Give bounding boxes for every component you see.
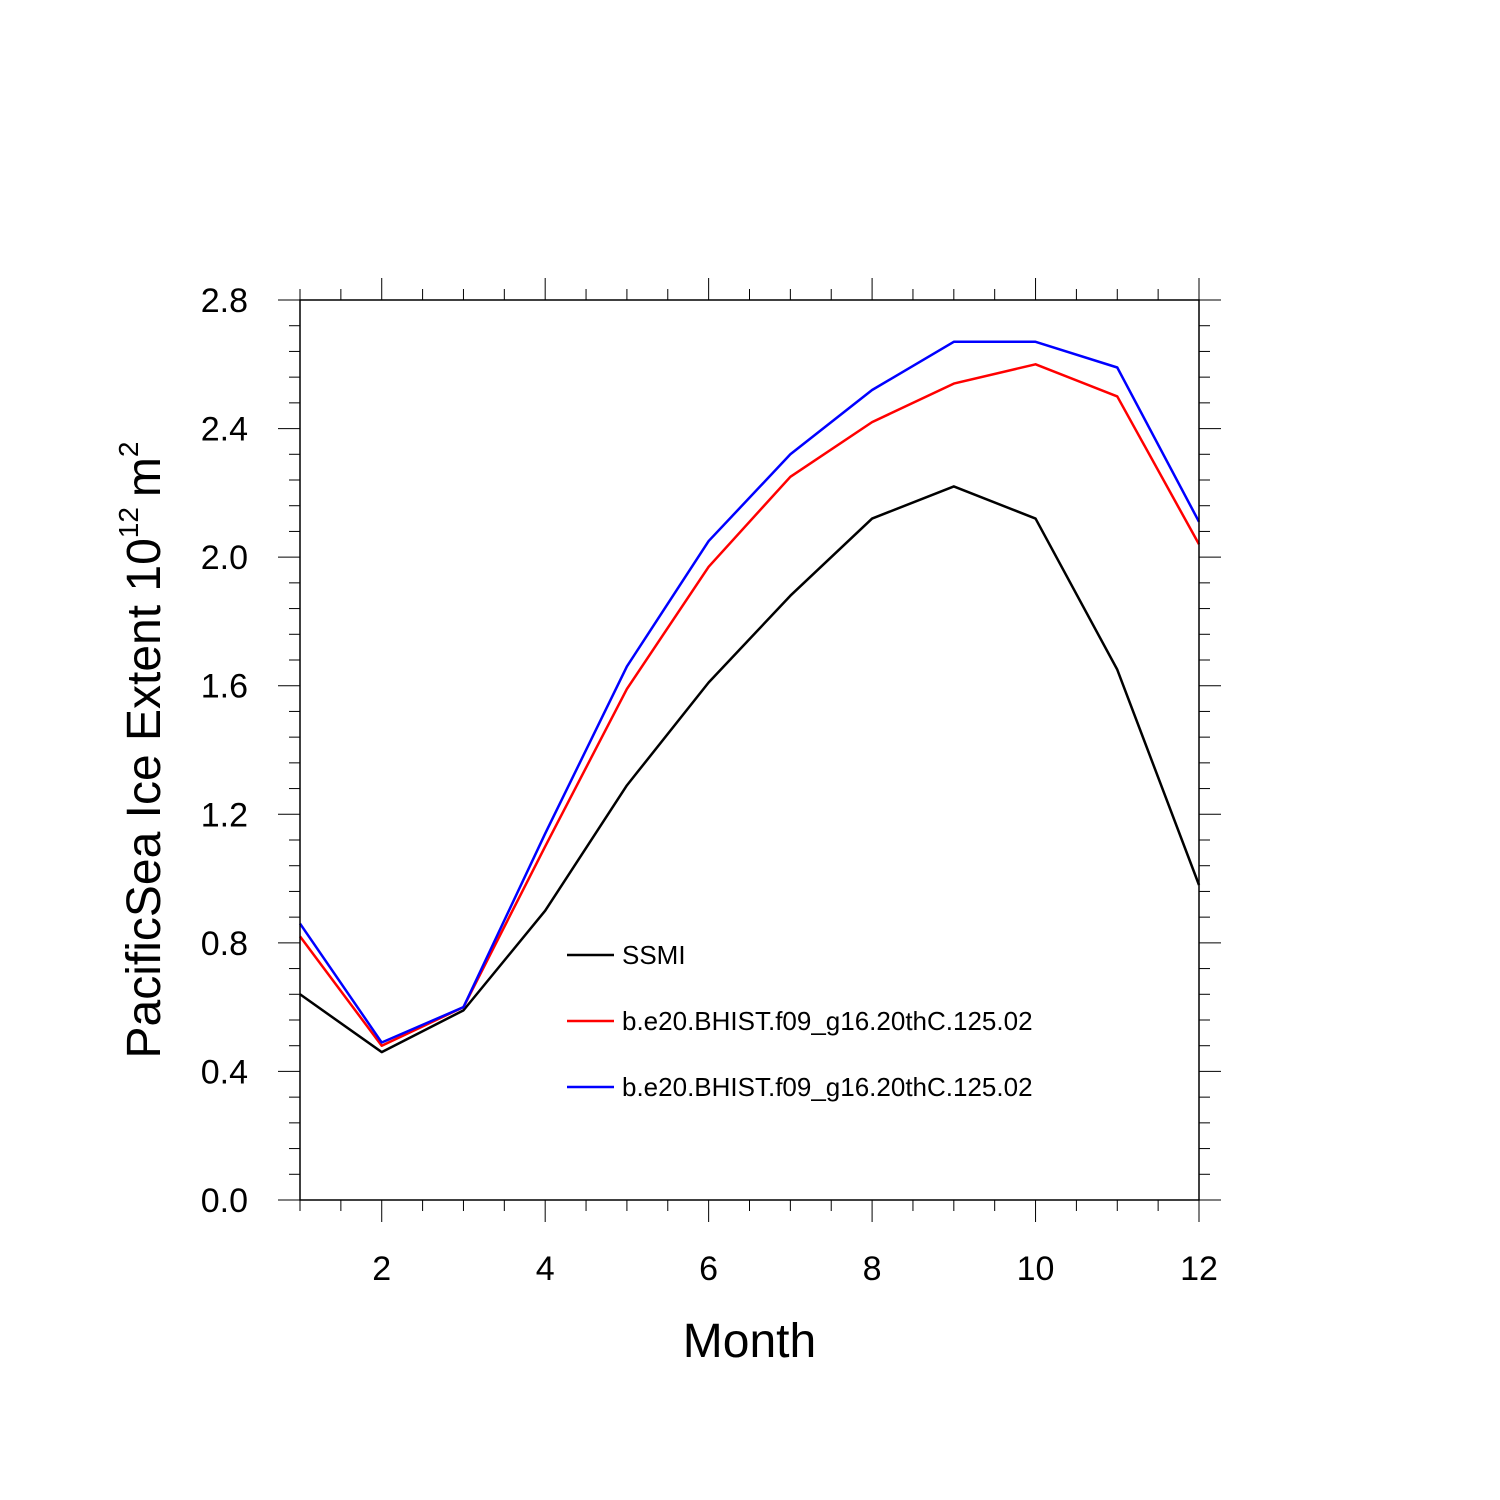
y-tick-label: 2.8 — [201, 282, 248, 320]
y-tick-label: 2.4 — [201, 411, 248, 449]
axis-ticks — [278, 278, 1221, 1222]
x-tick-label: 12 — [1180, 1250, 1218, 1288]
y-tick-label: 0.4 — [201, 1053, 248, 1091]
x-tick-label: 8 — [863, 1250, 882, 1288]
x-tick-label: 6 — [699, 1250, 718, 1288]
y-axis-title-main: PacificSea Ice Extent 10 — [118, 538, 171, 1058]
data-series — [298, 340, 1201, 1054]
x-tick-label: 4 — [536, 1250, 555, 1288]
series-line-1 — [299, 485, 1201, 1054]
y-axis-title-unit: m — [118, 457, 171, 497]
y-axis-title: PacificSea Ice Extent 1012 m2 — [113, 441, 171, 1058]
x-tick-label: 10 — [1017, 1250, 1055, 1288]
tick-labels: 2 4 6 8 10 12 0.0 0.4 0.8 1.2 1.6 2.0 2.4 2.8 — [201, 282, 1218, 1288]
y-axis-title-unit-exponent: 2 — [113, 441, 144, 457]
legend-label-2: b.e20.BHIST.f09_g16.20thC.125.02 — [622, 1006, 1033, 1036]
legend-label-1: SSMI — [622, 940, 686, 970]
y-axis-title-exponent: 12 — [113, 507, 144, 538]
legend-label-3: b.e20.BHIST.f09_g16.20thC.125.02 — [622, 1072, 1033, 1102]
y-tick-label: 1.6 — [201, 668, 248, 706]
legend: SSMI b.e20.BHIST.f09_g16.20thC.125.02 b.e2… — [567, 940, 1033, 1102]
series-line-2 — [298, 363, 1201, 1047]
y-tick-label: 2.0 — [201, 539, 248, 577]
plot-frame — [299, 299, 1200, 1201]
y-tick-label: 0.8 — [201, 925, 248, 963]
x-axis-title: Month — [683, 1315, 816, 1368]
x-tick-label: 2 — [372, 1250, 391, 1288]
y-tick-label: 1.2 — [201, 796, 248, 834]
y-tick-label: 0.0 — [201, 1182, 248, 1220]
series-line-3 — [298, 340, 1201, 1044]
